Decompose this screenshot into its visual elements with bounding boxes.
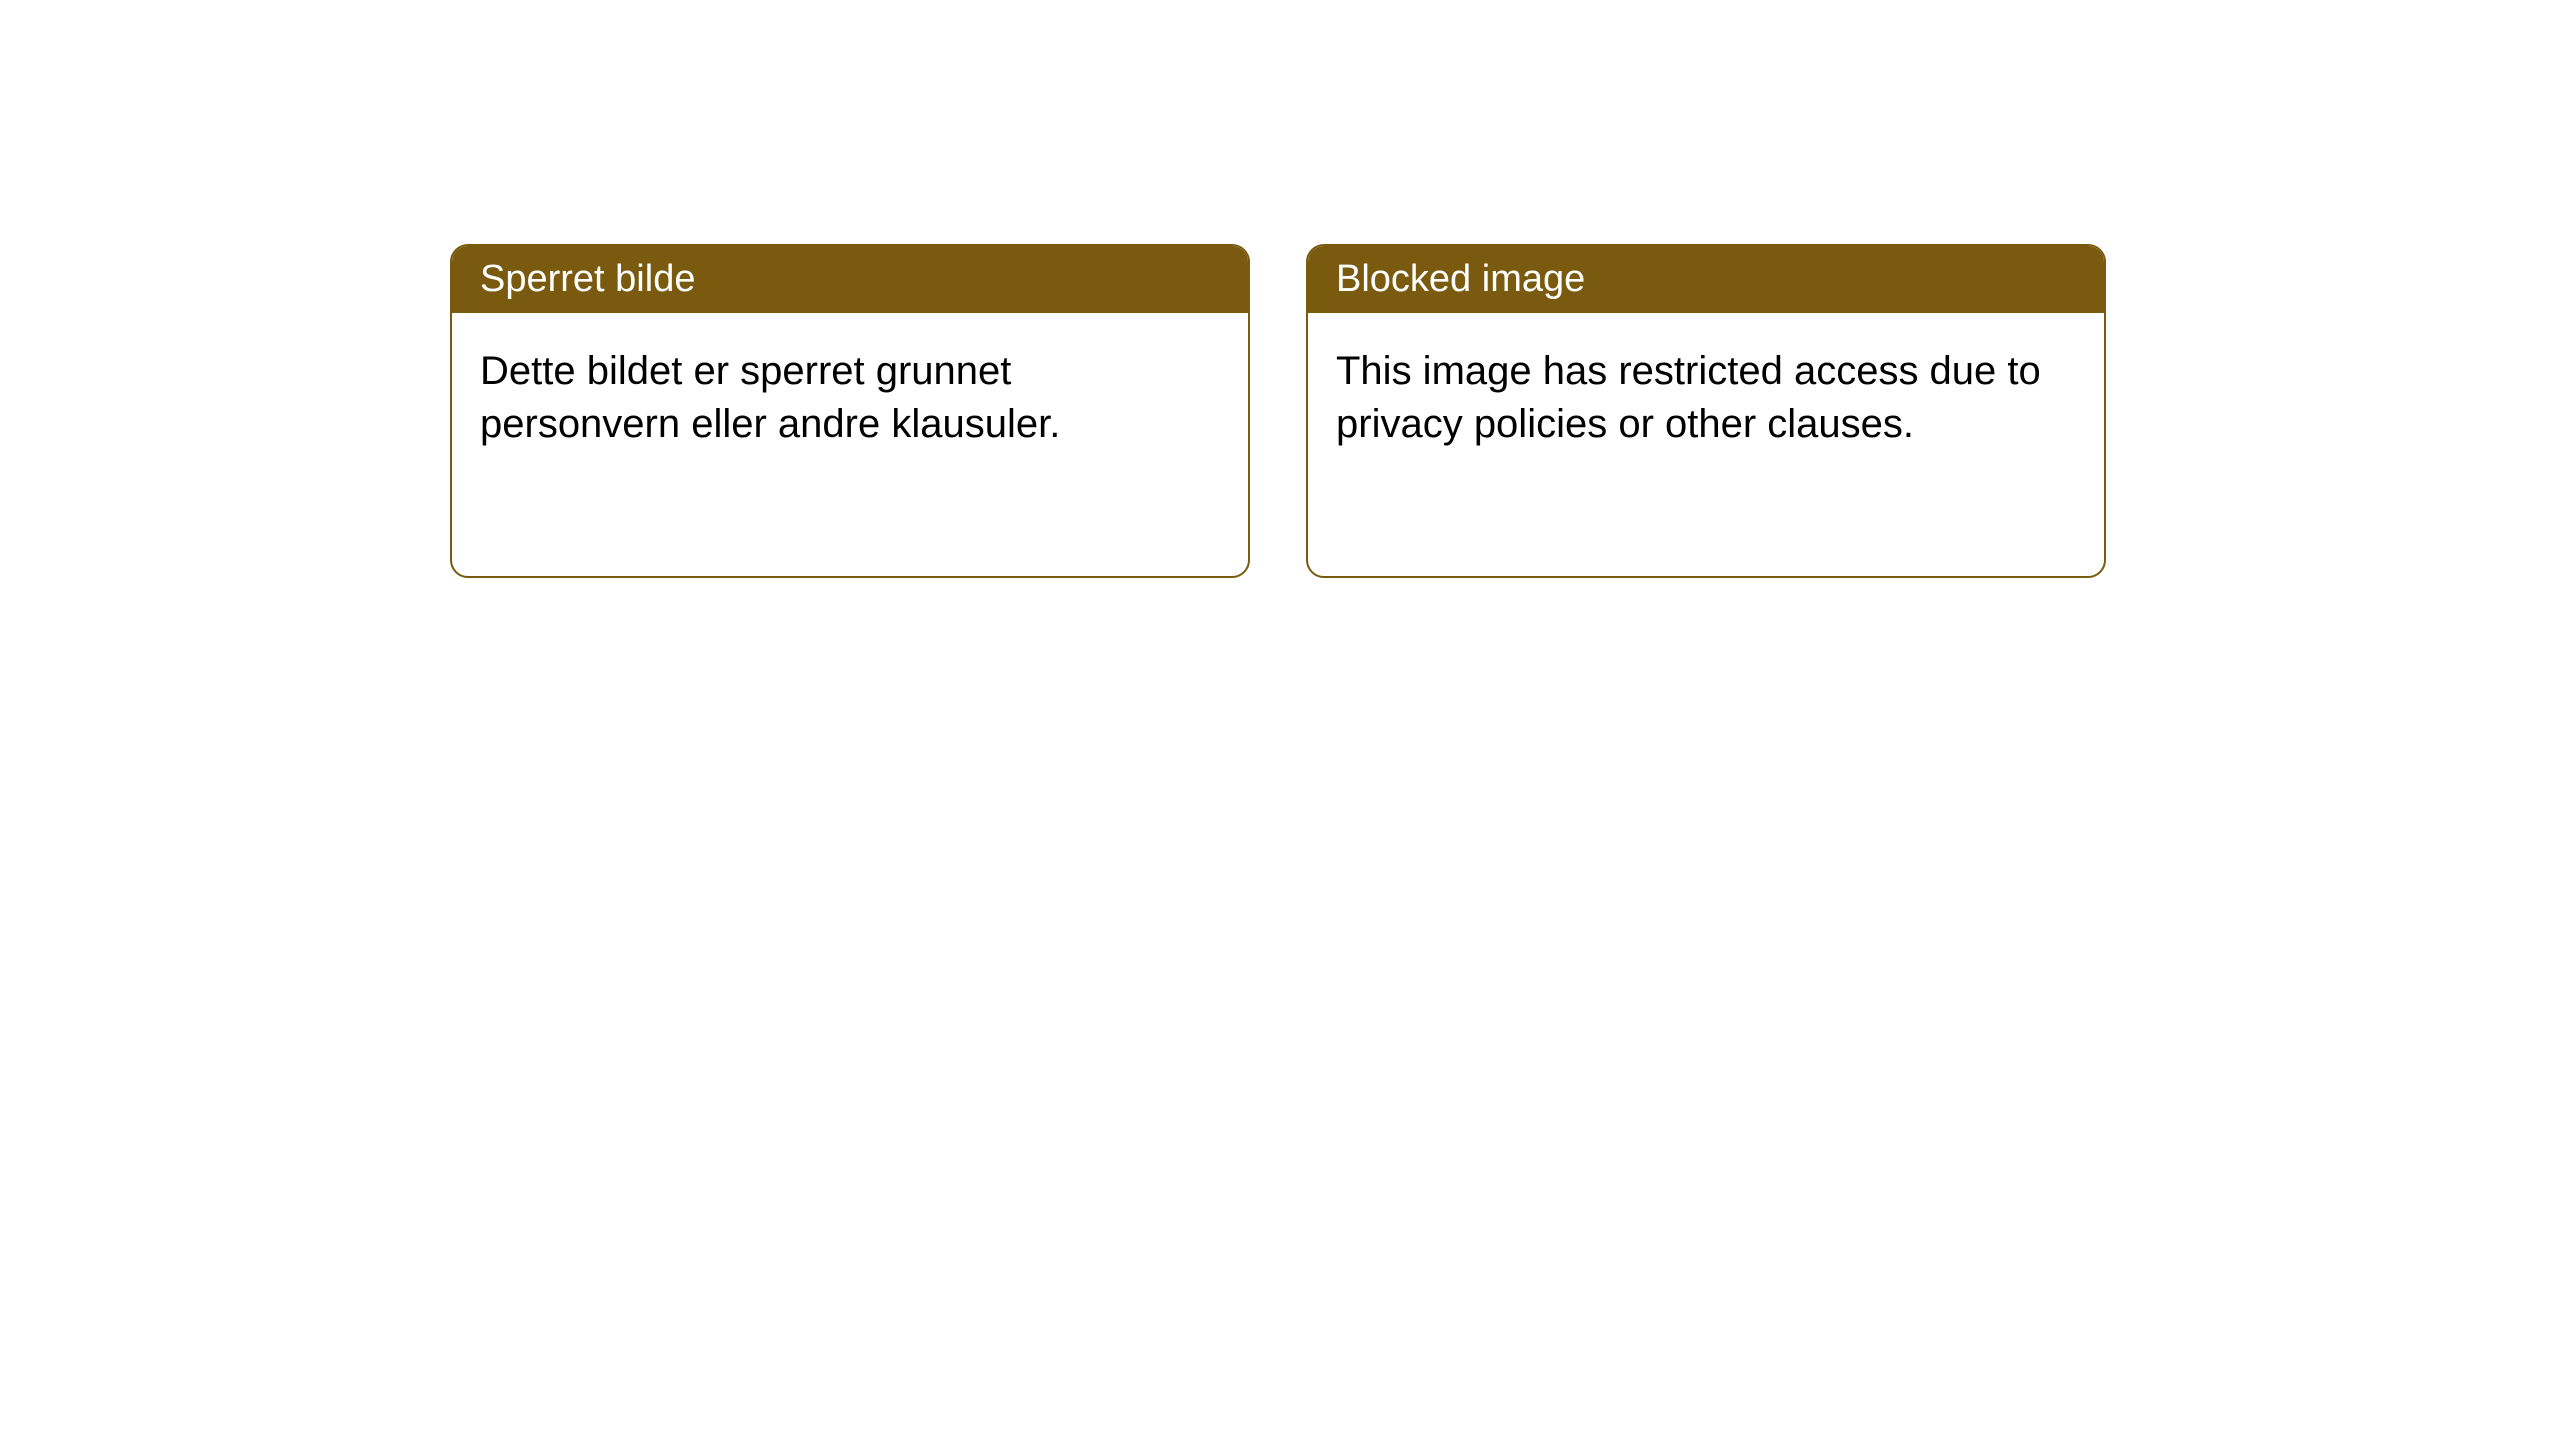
notice-header: Sperret bilde: [452, 246, 1248, 313]
notice-card-english: Blocked image This image has restricted …: [1306, 244, 2106, 578]
notice-text: This image has restricted access due to …: [1336, 349, 2041, 446]
notice-title: Blocked image: [1336, 258, 1585, 300]
notice-title: Sperret bilde: [480, 258, 695, 300]
notice-card-norwegian: Sperret bilde Dette bildet er sperret gr…: [450, 244, 1250, 578]
notice-body: Dette bildet er sperret grunnet personve…: [452, 313, 1248, 483]
notice-body: This image has restricted access due to …: [1308, 313, 2104, 483]
notice-text: Dette bildet er sperret grunnet personve…: [480, 349, 1060, 446]
notice-container: Sperret bilde Dette bildet er sperret gr…: [0, 0, 2560, 578]
notice-header: Blocked image: [1308, 246, 2104, 313]
